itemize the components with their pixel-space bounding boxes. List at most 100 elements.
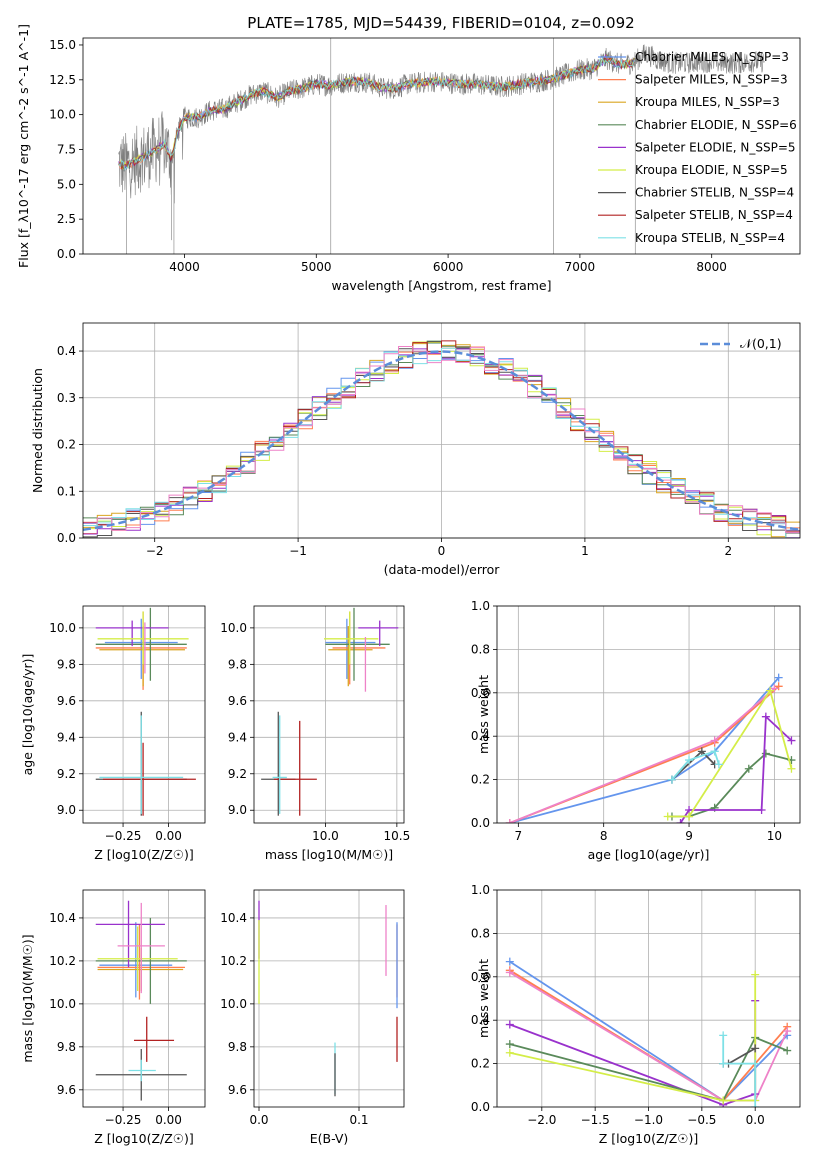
residuals-panel	[79, 322, 801, 542]
mass_vs_Z-panel	[79, 889, 206, 1111]
x-tick-label: 9	[685, 829, 693, 843]
mass-weight-marker	[719, 1031, 728, 1040]
mass-weight-marker	[505, 1048, 514, 1057]
x-tick-label: −1	[289, 544, 307, 558]
mass-weight-marker	[719, 1096, 728, 1105]
x-tick-label: 0	[438, 544, 446, 558]
y-tick-label: 9.8	[57, 1040, 76, 1054]
x-tick-label: −0.25	[105, 829, 142, 843]
mass-weight-line	[671, 750, 720, 781]
y-tick-label: 0.2	[471, 1057, 490, 1071]
mass-weight-marker	[751, 1103, 760, 1107]
mass-weight-line	[667, 688, 793, 818]
y-axis-label: age [log10(age/yr)]	[20, 654, 35, 776]
x-tick-label: 0.0	[249, 1113, 268, 1127]
y-tick-label: 9.6	[228, 1083, 247, 1097]
mass-weight-line	[679, 714, 793, 823]
y-tick-label: 0.2	[471, 773, 490, 787]
x-axis-label: Z [log10(Z/Z☉)]	[94, 1131, 194, 1146]
mass-weight-marker	[505, 1040, 514, 1049]
mass-weight-marker	[676, 819, 685, 823]
mass-weight-line	[509, 1000, 757, 1106]
mass-weight-marker	[766, 686, 775, 695]
mass-weight-marker	[663, 812, 672, 821]
x-tick-label: 7000	[565, 260, 596, 274]
y-tick-label: 1.0	[471, 883, 490, 897]
y-tick-label: 0.2	[57, 438, 76, 452]
mass_weight_vs_Z-panel	[493, 889, 801, 1111]
mass-weight-marker	[505, 968, 514, 977]
y-tick-label: 9.4	[228, 730, 247, 744]
y-axis-label: mass weight	[476, 675, 491, 754]
x-tick-label: 0.00	[155, 1113, 182, 1127]
mass-weight-marker	[787, 736, 796, 745]
y-tick-label: 9.8	[57, 657, 76, 671]
mass-weight-marker	[710, 736, 719, 745]
y-axis-label: mass weight	[476, 959, 491, 1038]
mass_vs_ebv-panel	[250, 889, 405, 1111]
y-tick-label: 1.0	[471, 599, 490, 613]
mass-weight-marker	[697, 747, 706, 756]
mass-weight-marker	[685, 812, 694, 821]
axes-frame	[496, 605, 801, 824]
residual-histogram	[83, 346, 800, 533]
y-tick-label: 2.5	[57, 212, 76, 226]
x-axis-label: Z [log10(Z/Z☉)]	[599, 1131, 699, 1146]
mass-weight-line	[722, 1035, 757, 1107]
y-tick-label: 9.0	[228, 803, 247, 817]
legend-label: Salpeter MILES, N_SSP=3	[635, 73, 788, 87]
axes-frame	[253, 889, 405, 1108]
x-tick-label: −0.5	[687, 1113, 716, 1127]
mass-weight-line	[509, 687, 775, 823]
y-tick-label: 9.6	[57, 694, 76, 708]
y-tick-label: 0.8	[471, 926, 490, 940]
y-tick-label: 5.0	[57, 177, 76, 191]
x-tick-label: 6000	[433, 260, 464, 274]
y-tick-label: 10.0	[220, 997, 247, 1011]
y-tick-label: 0.1	[57, 484, 76, 498]
y-tick-label: 9.8	[228, 657, 247, 671]
mass-weight-marker	[751, 1044, 760, 1053]
y-tick-label: 0.3	[57, 391, 76, 405]
mass-weight-marker	[761, 749, 770, 758]
y-tick-label: 9.0	[57, 803, 76, 817]
y-tick-label: 9.2	[228, 767, 247, 781]
y-tick-label: 10.2	[220, 954, 247, 968]
x-tick-label: 4000	[169, 260, 200, 274]
y-tick-label: 0.0	[471, 1100, 490, 1114]
y-tick-label: 10.0	[49, 108, 76, 122]
mass-weight-marker	[751, 1059, 760, 1068]
y-tick-label: 10.4	[220, 911, 247, 925]
legend-label: Salpeter ELODIE, N_SSP=5	[635, 140, 796, 154]
mass-weight-marker	[685, 756, 694, 765]
chart-title: PLATE=1785, MJD=54439, FIBERID=0104, z=0…	[247, 14, 634, 32]
axes-frame	[82, 605, 206, 824]
mass-weight-marker	[505, 1020, 514, 1029]
x-tick-label: −1.5	[581, 1113, 610, 1127]
age_vs_Z-panel	[79, 605, 206, 827]
y-tick-label: 15.0	[49, 38, 76, 52]
spectrum-panel	[79, 37, 801, 258]
legend-label: Chabrier STELIB, N_SSP=4	[635, 186, 794, 200]
x-tick-label: 2	[724, 544, 732, 558]
mass-weight-marker	[774, 682, 783, 691]
x-tick-label: 0.00	[155, 829, 182, 843]
x-tick-label: 7	[515, 829, 523, 843]
residual-histogram	[83, 347, 800, 538]
mass-weight-marker	[783, 1046, 792, 1055]
y-tick-label: 0.8	[471, 642, 490, 656]
axes-frame	[82, 37, 801, 255]
x-axis-label: wavelength [Angstrom, rest frame]	[331, 278, 551, 293]
legend-label: Chabrier MILES, N_SSP=3	[635, 50, 789, 64]
mass-weight-line	[509, 685, 780, 823]
legend-label: Chabrier ELODIE, N_SSP=6	[635, 118, 797, 132]
mass-weight-marker	[505, 957, 514, 966]
age_vs_mass-panel	[250, 605, 405, 827]
y-tick-label: 0.0	[57, 247, 76, 261]
mass-weight-marker	[770, 684, 779, 693]
x-tick-label: −2.0	[527, 1113, 556, 1127]
mass-weight-marker	[710, 747, 719, 756]
x-tick-label: 10.0	[312, 829, 339, 843]
y-tick-label: 9.4	[57, 730, 76, 744]
x-axis-label: E(B-V)	[310, 1131, 349, 1146]
